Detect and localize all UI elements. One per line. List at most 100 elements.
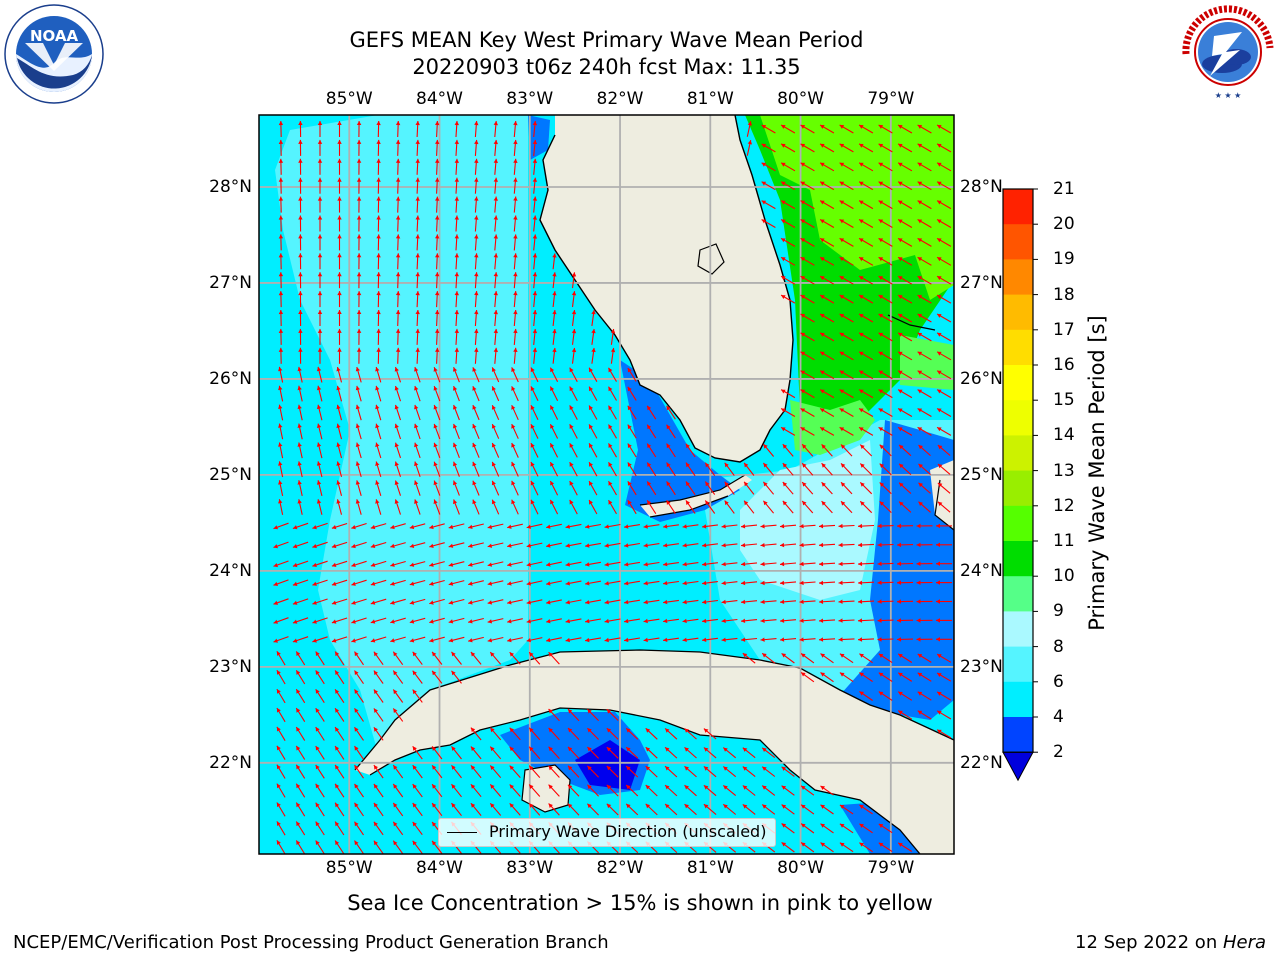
wave-arrow: [507, 580, 523, 586]
wave-arrow: [780, 408, 796, 417]
wave-arrow: [936, 523, 952, 529]
wave-arrow: [818, 542, 836, 548]
wave-arrow: [334, 651, 345, 666]
wave-arrow: [451, 764, 462, 779]
wave-arrow: [663, 599, 679, 605]
wave-arrow: [511, 386, 519, 402]
wave-arrow: [394, 442, 402, 459]
wave-arrow: [375, 480, 382, 496]
wave-arrow: [297, 442, 303, 459]
lat-tick-label: 22°N: [209, 752, 252, 773]
wave-arrow: [415, 291, 420, 308]
wave-arrow: [278, 120, 284, 138]
wave-arrow: [839, 408, 854, 417]
wave-arrow: [606, 727, 619, 740]
wave-arrow: [800, 162, 815, 172]
wave-arrow: [936, 580, 952, 585]
wave-arrow: [916, 599, 933, 604]
wave-arrow: [507, 599, 523, 605]
wave-arrow: [414, 423, 421, 440]
wave-arrow: [682, 562, 699, 567]
wave-arrow: [604, 523, 621, 529]
colorbar-tick-label: 2: [1053, 742, 1064, 763]
wave-arrow: [316, 385, 323, 402]
wave-arrow: [509, 651, 521, 665]
wave-arrow: [376, 120, 381, 138]
wave-arrow: [489, 746, 502, 760]
wave-arrow: [859, 444, 873, 457]
wave-arrow: [643, 618, 660, 624]
wave-arrow: [878, 351, 893, 361]
wave-arrow: [530, 405, 539, 420]
wave-arrow: [552, 291, 557, 308]
wave-arrow: [429, 523, 445, 530]
wave-arrow: [917, 389, 932, 399]
wave-arrow: [409, 579, 426, 586]
wave-arrow: [859, 823, 873, 834]
wave-arrow: [606, 784, 619, 797]
wave-arrow: [295, 840, 306, 854]
wave-arrow: [295, 745, 306, 760]
wave-arrow: [761, 785, 776, 796]
wave-arrow: [819, 219, 835, 228]
wave-arrow: [546, 523, 562, 529]
wave-arrow: [917, 275, 932, 285]
wave-arrow: [740, 599, 758, 605]
wave-arrow: [936, 691, 952, 701]
wave-arrow: [549, 405, 559, 420]
wave-arrow: [548, 727, 560, 741]
wave-arrow: [276, 764, 286, 779]
wave-arrow: [356, 328, 362, 345]
wave-arrow: [474, 347, 479, 364]
wave-arrow: [839, 823, 854, 834]
wave-arrow: [431, 746, 443, 760]
wave-arrow: [454, 177, 459, 194]
wave-arrow: [373, 689, 384, 703]
wave-arrow: [936, 408, 952, 417]
wave-arrow: [917, 237, 932, 247]
colorbar-tick-label: 14: [1053, 425, 1075, 446]
wave-arrow: [394, 385, 402, 402]
wave-arrow: [315, 689, 325, 703]
wave-arrow: [819, 256, 835, 266]
wave-arrow: [509, 784, 521, 797]
wave-arrow: [858, 200, 874, 210]
wave-arrow: [896, 561, 914, 566]
wave-arrow: [858, 219, 874, 228]
wave-arrow: [897, 200, 913, 210]
wave-arrow: [779, 524, 797, 529]
wave-arrow: [682, 637, 699, 642]
wave-arrow: [585, 637, 601, 643]
lon-tick-label: 82°W: [596, 89, 644, 109]
wave-arrow: [354, 764, 364, 779]
wave-arrow: [624, 561, 640, 567]
wave-arrow: [429, 542, 445, 548]
wave-arrow: [375, 366, 382, 383]
wave-arrow: [569, 367, 578, 383]
wave-arrow: [610, 347, 616, 364]
wave-arrow: [746, 121, 752, 137]
wave-arrow: [877, 561, 894, 566]
wave-arrow: [412, 689, 423, 703]
colorbar-segment: [1003, 365, 1033, 401]
wave-arrow: [585, 599, 601, 605]
wave-arrow: [487, 636, 504, 643]
wave-arrow: [315, 802, 325, 817]
wave-arrow: [591, 310, 596, 326]
wave-arrow: [530, 480, 539, 496]
wave-arrow: [448, 580, 465, 586]
wave-arrow: [897, 389, 913, 399]
wave-arrow: [334, 764, 345, 779]
wave-arrow: [645, 765, 658, 778]
wave-arrow: [298, 309, 303, 327]
wave-arrow: [569, 461, 578, 477]
wave-arrow: [354, 651, 364, 666]
wave-arrow: [532, 215, 538, 232]
light-green-region-east: [900, 335, 954, 390]
wave-arrow: [663, 618, 679, 624]
wave-arrow: [448, 617, 465, 624]
wave-arrow: [454, 253, 459, 270]
colorbar-tick-label: 11: [1053, 531, 1075, 551]
wave-arrow: [453, 442, 460, 458]
wave-arrow: [664, 803, 678, 816]
